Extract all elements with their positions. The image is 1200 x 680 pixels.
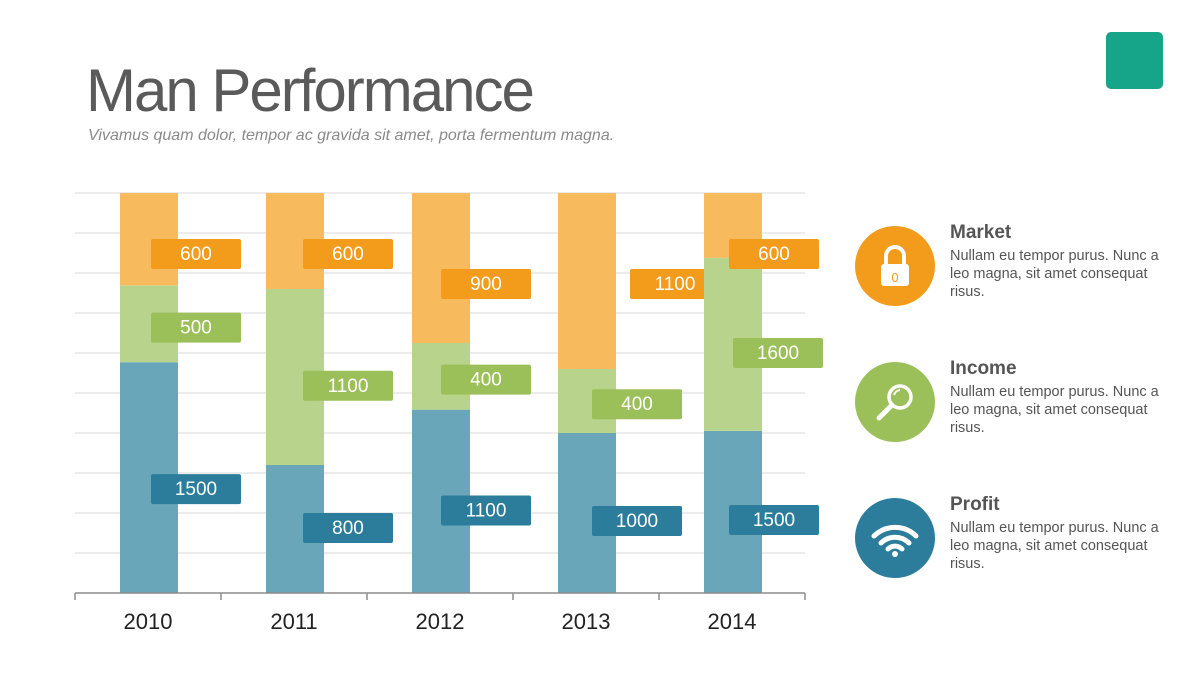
value-label-box [630,269,720,299]
value-label-box [303,513,393,543]
legend-title: Profit [950,494,1000,515]
legend-item-profit: Profit Nullam eu tempor purus. Nunc a le… [855,494,1175,580]
value-label-box [441,269,531,299]
legend-title: Market [950,222,1012,243]
profit-icon-circle [855,498,935,578]
bar-segment [558,193,616,369]
value-label: 1500 [753,510,795,531]
value-label-box [151,239,241,269]
svg-text:0: 0 [891,270,898,285]
value-label-box [441,495,531,526]
value-label: 1100 [466,501,507,522]
legend-description: Nullam eu tempor purus. Nunc a leo magna… [950,520,1159,572]
value-label-box [303,239,393,269]
accent-square [1106,32,1163,89]
value-label-box [729,505,819,536]
x-tick-label: 2014 [708,609,757,634]
value-label: 600 [758,244,790,265]
bar-segment [412,193,470,343]
x-tick-label: 2011 [270,609,317,634]
wifi-icon [871,524,919,557]
page-subtitle: Vivamus quam dolor, tempor ac gravida si… [88,127,615,144]
legend-description: Nullam eu tempor purus. Nunc a leo magna… [950,248,1159,300]
market-icon-circle: 0 [855,226,935,306]
value-label: 1100 [328,376,369,397]
lock-icon: 0 [881,245,909,286]
x-tick-label: 2012 [416,609,465,634]
legend-title: Income [950,358,1017,379]
value-label-box [729,239,819,269]
x-tick-label: 2010 [124,609,173,634]
value-label: 400 [470,370,502,391]
value-label-box [303,370,393,401]
value-label: 500 [180,318,212,339]
page-title: Man Performance [86,57,535,124]
value-label: 400 [621,394,653,415]
legend-item-market: 0 Market Nullam eu tempor purus. Nunc a … [855,222,1175,308]
stacked-bar-chart: 1500 500 600 2010 800 1100 600 2011 1100 400 900 20… [74,192,823,634]
value-label-box [733,338,823,368]
income-icon-circle [855,362,935,442]
value-label: 1600 [757,343,799,364]
legend-description: Nullam eu tempor purus. Nunc a leo magna… [950,384,1159,436]
magnifier-icon [876,384,913,421]
value-label-box [151,474,241,505]
value-label: 600 [332,244,364,265]
value-label-box [441,364,531,395]
value-label: 1100 [655,274,696,295]
value-label: 1500 [175,479,217,500]
legend-item-income: Income Nullam eu tempor purus. Nunc a le… [855,358,1175,444]
x-tick-label: 2013 [562,609,611,634]
value-label: 600 [180,244,212,265]
value-label-box [151,312,241,343]
value-label: 800 [332,518,364,539]
value-label: 900 [470,274,502,295]
value-label-box [592,389,682,420]
value-label-box [592,506,682,536]
value-label: 1000 [616,511,658,532]
